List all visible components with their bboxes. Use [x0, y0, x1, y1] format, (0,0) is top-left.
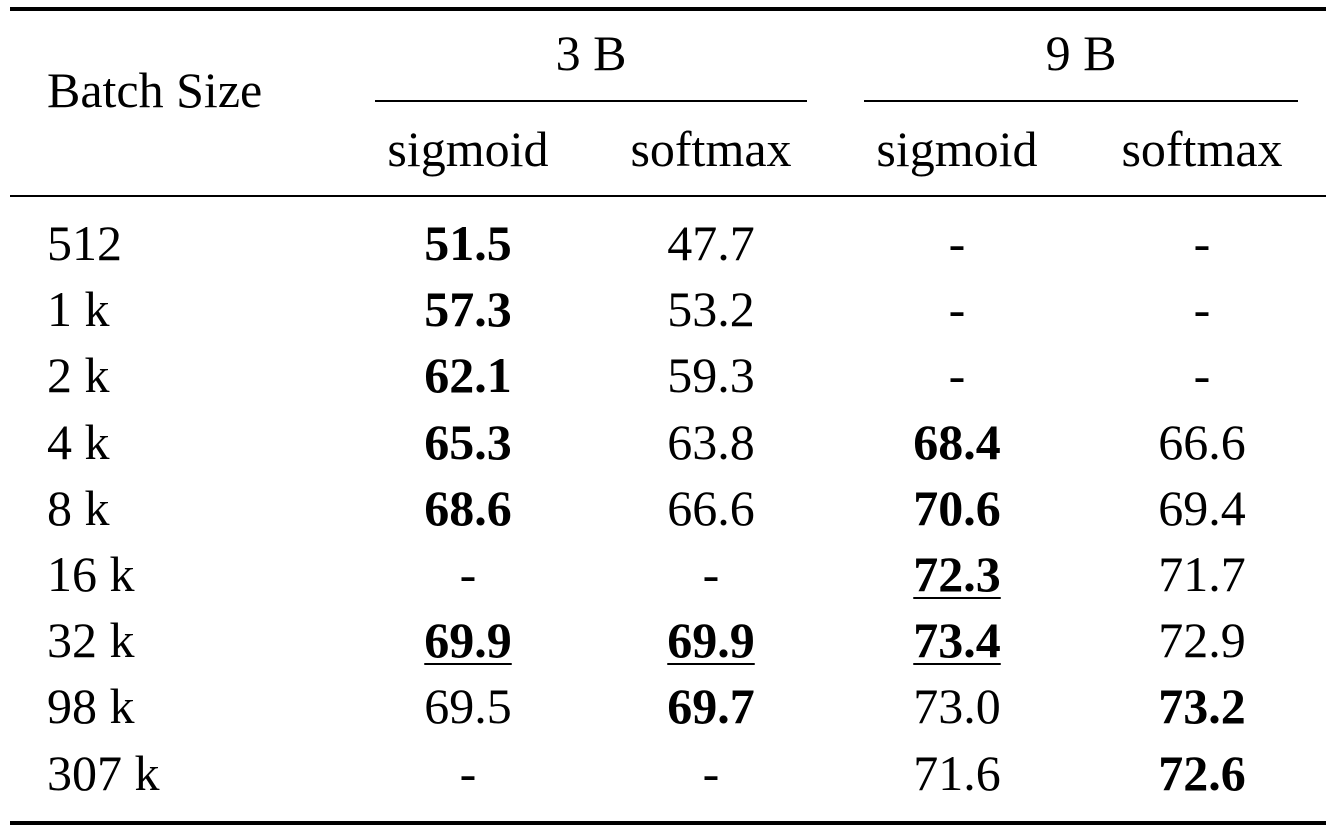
9b-sigmoid-cell: - [948, 281, 966, 338]
9b-sigmoid-cell: - [948, 347, 966, 404]
header-3b-sigmoid: sigmoid [387, 121, 549, 177]
3b-sigmoid-cell: 51.5 [424, 215, 512, 271]
batch-size-cell: 32 k [47, 612, 135, 669]
3b-softmax-cell: 66.6 [667, 479, 755, 536]
table-row: 307 k - - 71.6 72.6 [0, 740, 1333, 806]
9b-sigmoid-cell: 73.0 [913, 678, 1001, 735]
batch-size-cell: 98 k [47, 678, 135, 735]
batch-size-cell: 512 [47, 215, 122, 271]
9b-softmax-cell: 69.4 [1158, 479, 1246, 536]
3b-softmax-cell: - [702, 545, 720, 602]
header-3b-softmax: softmax [630, 121, 792, 177]
table-row: 32 k 69.9 69.9 73.4 72.9 [0, 607, 1333, 673]
3b-sigmoid-cell: 68.6 [424, 479, 512, 536]
group-9b-underline [864, 100, 1298, 102]
9b-sigmoid-cell: 68.4 [913, 413, 1001, 470]
header-9b-softmax: softmax [1121, 121, 1283, 177]
3b-softmax-cell: 53.2 [667, 281, 755, 338]
9b-sigmoid-cell: 71.6 [913, 744, 1001, 801]
table-row: 512 51.5 47.7 - - [0, 210, 1333, 276]
batch-size-cell: 2 k [47, 347, 110, 404]
3b-sigmoid-cell: 69.5 [424, 678, 512, 735]
9b-sigmoid-cell: 73.4 [913, 612, 1001, 669]
9b-softmax-cell: 72.6 [1158, 744, 1246, 801]
9b-softmax-cell: - [1193, 347, 1211, 404]
batch-size-cell: 307 k [47, 744, 160, 801]
batch-size-cell: 16 k [47, 545, 135, 602]
batch-size-cell: 4 k [47, 413, 110, 470]
9b-softmax-cell: 71.7 [1158, 545, 1246, 602]
9b-softmax-cell: 66.6 [1158, 413, 1246, 470]
3b-sigmoid-cell: 69.9 [424, 612, 512, 669]
9b-softmax-cell: 73.2 [1158, 678, 1246, 735]
3b-sigmoid-cell: - [459, 545, 477, 602]
table-body: 512 51.5 47.7- -1 k 57.3 53.2- -2 k 62.1 59.3- -4… [0, 210, 1333, 806]
top-rule [10, 7, 1326, 11]
9b-sigmoid-cell: - [948, 215, 966, 271]
3b-softmax-cell: 47.7 [667, 215, 755, 271]
batch-size-cell: 8 k [47, 479, 110, 536]
table-row: 1 k 57.3 53.2 - - [0, 276, 1333, 342]
header-batch-size: Batch Size [47, 62, 263, 118]
3b-sigmoid-cell: 65.3 [424, 413, 512, 470]
header-group-3b: 3 B [555, 25, 627, 81]
header-9b-sigmoid: sigmoid [876, 121, 1038, 177]
3b-softmax-cell: 63.8 [667, 413, 755, 470]
3b-softmax-cell: - [702, 744, 720, 801]
3b-softmax-cell: 69.7 [667, 678, 755, 735]
3b-softmax-cell: 69.9 [667, 612, 755, 669]
3b-sigmoid-cell: - [459, 744, 477, 801]
header-group-9b: 9 B [1045, 25, 1117, 81]
9b-sigmoid-cell: 70.6 [913, 479, 1001, 536]
table-row: 2 k 62.1 59.3 - - [0, 342, 1333, 408]
9b-softmax-cell: 72.9 [1158, 612, 1246, 669]
group-3b-underline [375, 100, 807, 102]
3b-sigmoid-cell: 57.3 [424, 281, 512, 338]
9b-softmax-cell: - [1193, 215, 1211, 271]
table-row: 4 k 65.3 63.8 68.4 66.6 [0, 409, 1333, 475]
9b-sigmoid-cell: 72.3 [913, 545, 1001, 602]
table-row: 98 k 69.5 69.7 73.0 73.2 [0, 673, 1333, 739]
9b-softmax-cell: - [1193, 281, 1211, 338]
table-row: 16 k - - 72.3 71.7 [0, 541, 1333, 607]
header-rule [10, 195, 1326, 197]
batch-size-cell: 1 k [47, 281, 110, 338]
3b-sigmoid-cell: 62.1 [424, 347, 512, 404]
table-row: 8 k 68.6 66.6 70.6 69.4 [0, 475, 1333, 541]
3b-softmax-cell: 59.3 [667, 347, 755, 404]
bottom-rule [10, 821, 1326, 825]
